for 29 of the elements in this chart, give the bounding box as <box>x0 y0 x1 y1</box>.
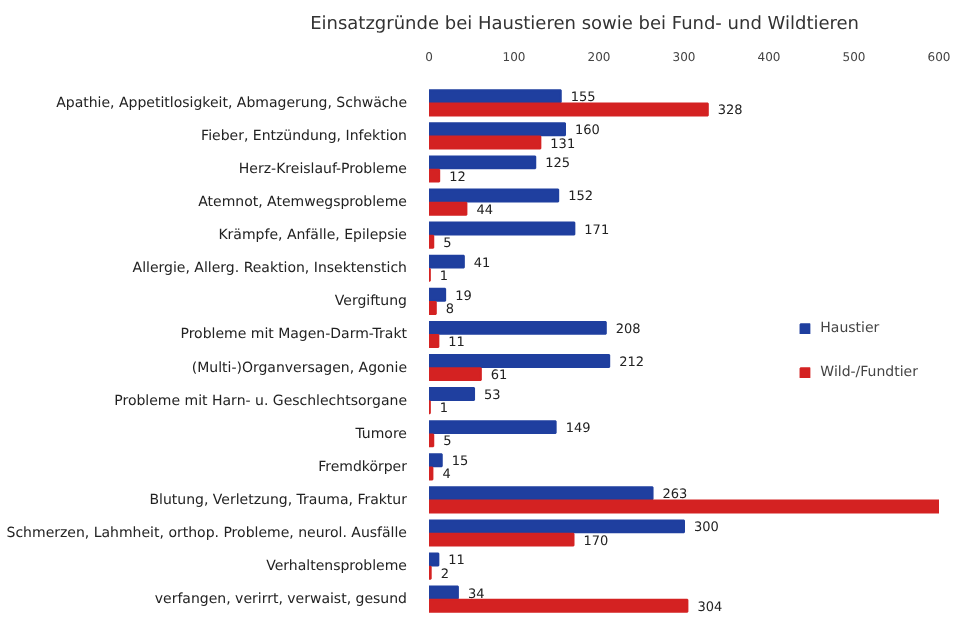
bar <box>429 499 939 514</box>
bar <box>429 552 440 567</box>
bar <box>429 135 542 150</box>
bar <box>429 420 557 435</box>
bar <box>429 122 566 137</box>
bar <box>429 334 440 349</box>
bar <box>429 532 575 547</box>
bar <box>429 102 709 117</box>
bar <box>429 221 576 236</box>
bar <box>429 155 537 170</box>
bar <box>429 168 441 183</box>
bar <box>429 367 482 382</box>
bar <box>429 486 654 501</box>
bar <box>429 320 607 335</box>
bar <box>429 433 435 448</box>
bar <box>429 89 562 104</box>
bar <box>429 301 437 315</box>
bar <box>429 353 611 368</box>
bar <box>429 598 689 613</box>
bar <box>429 585 459 600</box>
bar <box>429 254 465 269</box>
bar <box>429 519 685 534</box>
bar <box>429 188 560 203</box>
bar <box>429 453 443 468</box>
bar <box>429 234 435 249</box>
chart-title: Einsatzgründe bei Haustieren sowie bei Fund- und Wildtieren <box>310 15 860 35</box>
bar <box>429 387 476 401</box>
bar <box>429 287 447 302</box>
bar <box>429 201 468 216</box>
